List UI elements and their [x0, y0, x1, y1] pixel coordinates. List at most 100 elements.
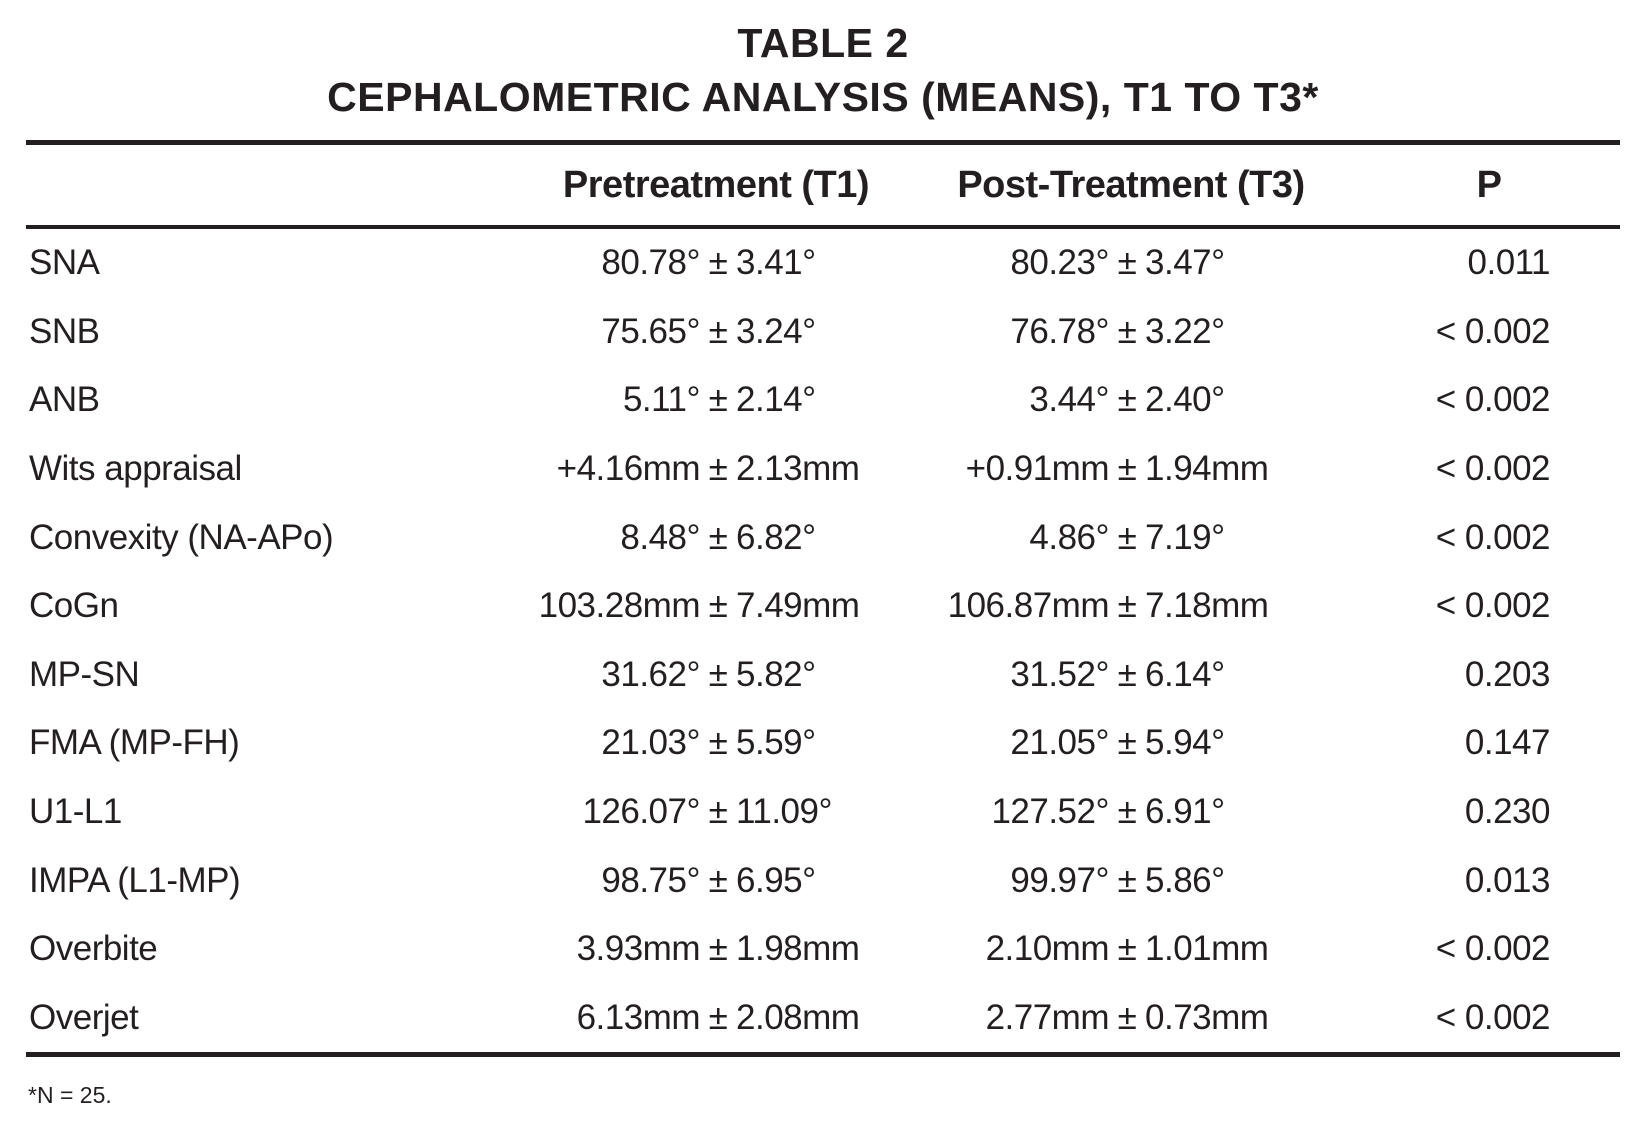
measure-label: Convexity (NA-APo) [29, 517, 334, 557]
plus-minus-symbol: ± [1117, 380, 1137, 420]
plus-minus-symbol: ± [1117, 517, 1137, 557]
posttreatment-sd: 5.86° [1145, 860, 1225, 900]
posttreatment-mean: 21.05° [1010, 723, 1109, 763]
measure-label: SNA [29, 243, 100, 283]
p-value: 0.011 [1467, 243, 1551, 283]
p-value: < 0.002 [1435, 449, 1551, 489]
plus-minus-symbol: ± [708, 449, 728, 489]
posttreatment-mean: 80.23° [1010, 243, 1109, 283]
table-footnote: *N = 25. [28, 1082, 112, 1108]
p-value: 0.230 [1464, 792, 1551, 832]
pretreatment-mean: 75.65° [601, 311, 700, 351]
plus-minus-symbol: ± [708, 792, 728, 832]
posttreatment-sd: 7.19° [1145, 517, 1225, 557]
p-value: < 0.002 [1435, 586, 1551, 626]
measure-label: FMA (MP-FH) [29, 723, 240, 763]
plus-minus-symbol: ± [1117, 792, 1137, 832]
pretreatment-sd: 1.98mm [736, 929, 860, 969]
pretreatment-mean: 21.03° [601, 723, 700, 763]
posttreatment-sd: 1.01mm [1145, 929, 1269, 969]
plus-minus-symbol: ± [1117, 929, 1137, 969]
table-row: Convexity (NA-APo) 8.48° ±6.82° 4.86° ±7.19°… [26, 503, 1620, 572]
posttreatment-mean: 2.77mm [985, 997, 1110, 1037]
p-value: < 0.002 [1435, 929, 1551, 969]
table-caption: CEPHALOMETRIC ANALYSIS (MEANS), T1 TO T3… [327, 74, 1319, 120]
header-posttreatment: Post-Treatment (T3) [957, 163, 1305, 206]
pretreatment-sd: 7.49mm [736, 586, 860, 626]
table-row: Wits appraisal +4.16mm ±2.13mm +0.91mm ±1.94… [26, 435, 1620, 504]
pretreatment-mean: +4.16mm [556, 449, 701, 489]
pretreatment-sd: 6.82° [736, 517, 816, 557]
plus-minus-symbol: ± [708, 311, 728, 351]
pretreatment-mean: 8.48° [620, 517, 700, 557]
measure-label: SNB [29, 311, 100, 351]
pretreatment-mean: 3.93mm [576, 929, 701, 969]
posttreatment-sd: 0.73mm [1145, 997, 1269, 1037]
posttreatment-mean: 2.10mm [985, 929, 1110, 969]
plus-minus-symbol: ± [1117, 311, 1137, 351]
plus-minus-symbol: ± [1117, 654, 1137, 694]
measure-label: U1-L1 [29, 792, 122, 832]
table-row: FMA (MP-FH) 21.03° ±5.59° 21.05° ±5.94° 0.147 [26, 709, 1620, 778]
pretreatment-mean: 5.11° [622, 380, 701, 420]
measure-label: Overbite [29, 929, 158, 969]
pretreatment-sd: 2.08mm [736, 997, 860, 1037]
posttreatment-mean: 127.52° [991, 792, 1109, 832]
pretreatment-mean: 31.62° [601, 654, 700, 694]
table-row: CoGn 103.28mm ±7.49mm 106.87mm ±7.18mm < 0.00… [26, 572, 1620, 641]
pretreatment-sd: 11.09° [736, 792, 832, 832]
measure-label: CoGn [29, 586, 119, 626]
plus-minus-symbol: ± [1117, 997, 1137, 1037]
plus-minus-symbol: ± [708, 586, 728, 626]
measure-label: Overjet [29, 997, 139, 1037]
plus-minus-symbol: ± [1117, 860, 1137, 900]
measure-label: IMPA (L1-MP) [29, 860, 241, 900]
pretreatment-mean: 103.28mm [538, 586, 701, 626]
plus-minus-symbol: ± [708, 517, 728, 557]
table-row: ANB 5.11° ±2.14° 3.44° ±2.40° < 0.002 [26, 366, 1620, 435]
pretreatment-mean: 80.78° [601, 243, 700, 283]
posttreatment-sd: 5.94° [1145, 723, 1225, 763]
p-value: < 0.002 [1435, 311, 1551, 351]
p-value: < 0.002 [1435, 997, 1551, 1037]
measure-label: ANB [29, 380, 100, 420]
posttreatment-sd: 3.22° [1145, 311, 1225, 351]
table-row: Overjet 6.13mm ±2.08mm 2.77mm ±0.73mm < 0.002 [26, 984, 1620, 1053]
posttreatment-sd: 3.47° [1145, 243, 1225, 283]
posttreatment-sd: 7.18mm [1145, 586, 1269, 626]
table-row: MP-SN 31.62° ±5.82° 31.52° ±6.14° 0.203 [26, 641, 1620, 710]
plus-minus-symbol: ± [708, 929, 728, 969]
table-title-block: TABLE 2 CEPHALOMETRIC ANALYSIS (MEANS), … [0, 16, 1646, 124]
plus-minus-symbol: ± [1117, 243, 1137, 283]
posttreatment-mean: 31.52° [1010, 654, 1109, 694]
plus-minus-symbol: ± [1117, 586, 1137, 626]
pretreatment-mean: 6.13mm [576, 997, 701, 1037]
posttreatment-mean: 76.78° [1010, 311, 1109, 351]
plus-minus-symbol: ± [708, 860, 728, 900]
posttreatment-mean: 99.97° [1010, 860, 1109, 900]
table-number: TABLE 2 [737, 20, 909, 66]
table-body: SNA 80.78° ±3.41° 80.23° ±3.47° 0.011 SNB 75.65… [26, 229, 1620, 1052]
p-value: 0.147 [1464, 723, 1551, 763]
pretreatment-sd: 5.59° [736, 723, 816, 763]
pretreatment-sd: 3.24° [736, 311, 816, 351]
pretreatment-sd: 5.82° [736, 654, 816, 694]
rule-top [26, 140, 1620, 145]
p-value: 0.013 [1464, 860, 1551, 900]
pretreatment-sd: 6.95° [736, 860, 816, 900]
rule-header-bottom [26, 225, 1620, 229]
pretreatment-sd: 2.14° [736, 380, 816, 420]
cephalometric-table: Pretreatment (T1) Post-Treatment (T3) P … [26, 140, 1620, 1058]
pretreatment-mean: 126.07° [582, 792, 700, 832]
plus-minus-symbol: ± [708, 723, 728, 763]
posttreatment-mean: 4.86° [1029, 517, 1109, 557]
table-row: U1-L1 126.07° ±11.09° 127.52° ±6.91° 0.230 [26, 778, 1620, 847]
pretreatment-sd: 3.41° [736, 243, 816, 283]
measure-label: MP-SN [29, 654, 140, 694]
pretreatment-sd: 2.13mm [736, 449, 860, 489]
table-row: SNA 80.78° ±3.41° 80.23° ±3.47° 0.011 [26, 229, 1620, 298]
plus-minus-symbol: ± [708, 380, 728, 420]
table-header-row: Pretreatment (T1) Post-Treatment (T3) P [26, 145, 1620, 225]
posttreatment-mean: 106.87mm [947, 586, 1110, 626]
